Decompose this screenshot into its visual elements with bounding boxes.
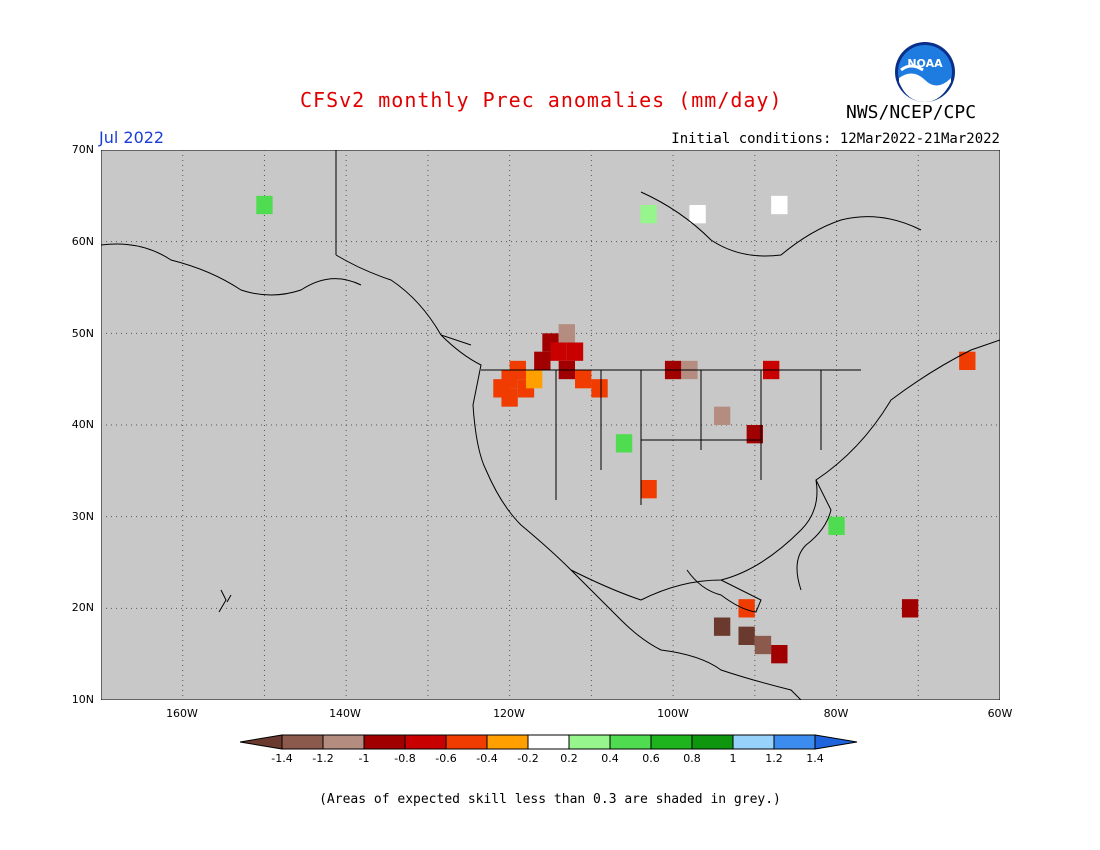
anomaly-cell xyxy=(738,599,755,618)
colorbar-segment xyxy=(732,734,775,750)
colorbar-segment xyxy=(404,734,447,750)
colorbar-segment xyxy=(486,734,529,750)
colorbar-segment xyxy=(568,734,611,750)
colorbar-tick-label: -0.8 xyxy=(394,752,416,765)
anomaly-cell xyxy=(713,406,731,425)
colorbar-tick-label: -1.4 xyxy=(271,752,293,765)
colorbar-tick-label: 0.4 xyxy=(601,752,619,765)
colorbar-segment xyxy=(650,734,693,750)
colorbar-segment xyxy=(322,734,365,750)
lon-label-120w: 120W xyxy=(493,707,525,720)
colorbar-arrow-left xyxy=(240,734,283,750)
colorbar-tick-label: -1.2 xyxy=(312,752,334,765)
forecast-month: Jul 2022 xyxy=(99,128,165,147)
anomaly-cells xyxy=(256,195,976,664)
anomaly-cell xyxy=(771,645,788,664)
lon-label-100w: 100W xyxy=(657,707,689,720)
lon-label-60w: 60W xyxy=(987,707,1013,720)
anomaly-cell xyxy=(501,388,518,407)
precip-anomaly-map xyxy=(101,150,1000,700)
colorbar-segment xyxy=(281,734,324,750)
colorbar-segment xyxy=(609,734,652,750)
anomaly-cell xyxy=(771,195,788,215)
initial-conditions: Initial conditions: 12Mar2022-21Mar2022 xyxy=(671,131,1000,147)
chart-title: CFSv2 monthly Prec anomalies (mm/day) xyxy=(300,88,783,112)
anomaly-cell xyxy=(566,342,584,361)
anomaly-cell xyxy=(534,351,551,370)
anomaly-cell xyxy=(689,205,706,224)
colorbar-tick-label: -0.4 xyxy=(476,752,498,765)
anomaly-cell xyxy=(746,425,763,444)
lat-label-30n: 30N xyxy=(71,510,94,523)
colorbar-tick-label: 1.4 xyxy=(806,752,824,765)
anomaly-cell xyxy=(615,434,633,453)
lat-label-40n: 40N xyxy=(71,418,94,431)
noaa-logo: NOAA xyxy=(895,42,955,102)
anomaly-cell xyxy=(901,599,919,618)
lat-label-60n: 60N xyxy=(71,235,94,248)
anomaly-cell xyxy=(754,635,772,655)
map-background xyxy=(101,150,1000,700)
anomaly-cell xyxy=(738,626,755,645)
lon-label-140w: 140W xyxy=(329,707,361,720)
colorbar-segment xyxy=(773,734,816,750)
lat-label-10n: 10N xyxy=(71,693,94,706)
anomaly-cell xyxy=(640,205,657,224)
colorbar-tick-label: 1.2 xyxy=(765,752,783,765)
noaa-logo-text: NOAA xyxy=(907,57,943,70)
colorbar-tick-label: 0.6 xyxy=(642,752,660,765)
colorbar-segment xyxy=(363,734,406,750)
anomaly-cell xyxy=(591,379,608,398)
agency-label: NWS/NCEP/CPC xyxy=(846,102,977,123)
colorbar-tick-label: -0.2 xyxy=(517,752,539,765)
anomaly-cell xyxy=(575,370,592,389)
colorbar-tick-label: -1 xyxy=(358,752,370,765)
colorbar-segment xyxy=(691,734,734,750)
colorbar-tick-label: -0.6 xyxy=(435,752,457,765)
colorbar-arrow-right xyxy=(814,734,858,750)
lat-label-50n: 50N xyxy=(71,327,94,340)
colorbar xyxy=(240,734,858,750)
lat-label-70n: 70N xyxy=(71,143,94,156)
anomaly-cell xyxy=(959,351,976,370)
colorbar-segment xyxy=(527,734,570,750)
lat-label-20n: 20N xyxy=(71,601,94,614)
colorbar-tick-label: 1 xyxy=(729,752,737,765)
anomaly-cell xyxy=(640,480,657,499)
anomaly-cell xyxy=(525,370,543,389)
lon-label-80w: 80W xyxy=(823,707,849,720)
skill-footnote: (Areas of expected skill less than 0.3 a… xyxy=(319,792,781,807)
anomaly-cell xyxy=(828,516,845,535)
lon-label-160w: 160W xyxy=(166,707,198,720)
anomaly-cell xyxy=(256,195,273,215)
anomaly-cell xyxy=(713,617,731,636)
anomaly-cell xyxy=(550,342,567,361)
anomaly-cell xyxy=(558,324,576,343)
colorbar-tick-label: 0.2 xyxy=(560,752,578,765)
coastlines xyxy=(101,150,1000,700)
colorbar-segment xyxy=(445,734,488,750)
colorbar-tick-label: 0.8 xyxy=(683,752,701,765)
